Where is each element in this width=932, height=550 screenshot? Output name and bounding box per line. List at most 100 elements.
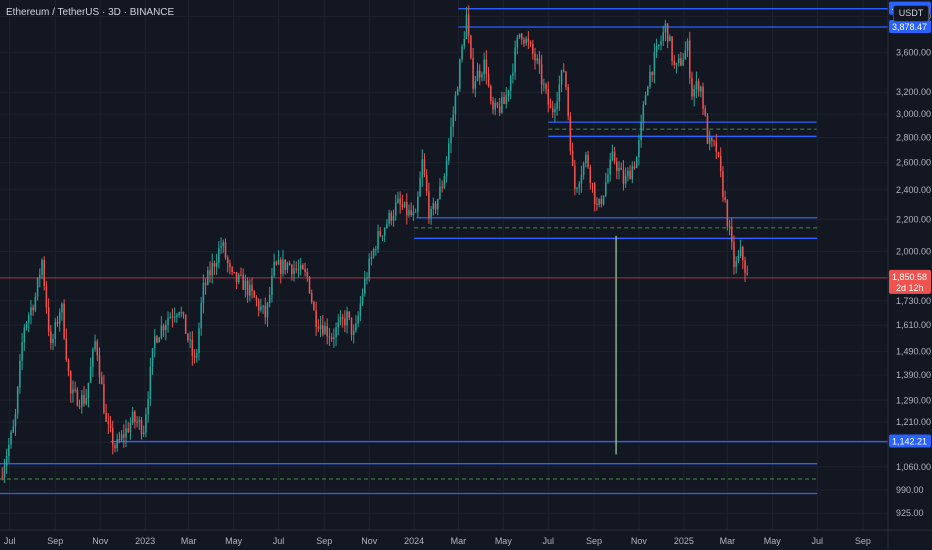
- candle-body: [483, 59, 485, 75]
- candle-body: [602, 195, 605, 205]
- candle-body: [476, 70, 479, 82]
- x-tick-label: Jul: [811, 536, 823, 546]
- candle-body: [306, 272, 309, 277]
- candle-body: [410, 210, 412, 216]
- candle-body: [445, 160, 448, 177]
- candle-body: [105, 412, 107, 422]
- candle-body: [45, 286, 48, 308]
- candle-body: [532, 43, 534, 54]
- level-label: 1,142.21: [892, 437, 927, 447]
- candle-body: [76, 389, 79, 406]
- candle-body: [646, 86, 649, 96]
- candle-body: [246, 280, 249, 296]
- candle-body: [127, 428, 129, 432]
- candle-body: [655, 45, 658, 53]
- candle-body: [459, 59, 461, 90]
- candle-body: [156, 336, 158, 343]
- candle-body: [443, 176, 446, 189]
- candle-body: [658, 44, 660, 46]
- y-tick-label: 3,200.00: [896, 87, 931, 97]
- candle-body: [560, 70, 563, 85]
- candle-body: [434, 203, 437, 210]
- currency-button[interactable]: USDT: [893, 5, 929, 22]
- candle-body: [333, 337, 335, 339]
- candle-body: [556, 101, 558, 109]
- candle-body: [204, 282, 207, 285]
- candle-body: [501, 97, 503, 113]
- candle-body: [165, 324, 167, 331]
- candle-body: [737, 255, 740, 262]
- axis-labels: 925.00990.001,060.001,140.001,210.001,29…: [4, 1, 931, 546]
- y-tick-label: 2,600.00: [896, 158, 931, 168]
- candle-body: [529, 42, 532, 44]
- candle-body: [498, 106, 501, 113]
- candle-body: [94, 341, 96, 350]
- candle-body: [633, 166, 636, 168]
- candle-body: [611, 151, 614, 160]
- candle-body: [423, 159, 426, 176]
- candle-body: [21, 342, 23, 361]
- candle-body: [527, 38, 530, 43]
- support-resistance-lines[interactable]: [0, 8, 888, 495]
- candle-body: [266, 303, 269, 318]
- current-price-label: 1,850.58: [892, 272, 927, 282]
- candle-body: [487, 74, 490, 86]
- candle-body: [140, 419, 143, 435]
- candle-body: [348, 311, 351, 318]
- candle-body: [545, 84, 547, 90]
- candle-body: [388, 212, 390, 224]
- candle-body: [739, 247, 742, 256]
- candle-body: [116, 439, 118, 449]
- candle-body: [432, 203, 435, 210]
- candle-body: [591, 183, 594, 185]
- candle-body: [222, 242, 225, 247]
- candle-body: [16, 387, 19, 414]
- candle-body: [565, 71, 567, 88]
- candle-body: [229, 263, 231, 268]
- candle-body: [58, 312, 61, 324]
- candle-body: [596, 203, 598, 205]
- candle-body: [286, 262, 289, 270]
- candle-body: [733, 242, 735, 267]
- level-label: 3,878.47: [892, 22, 927, 32]
- candle-body: [32, 307, 34, 311]
- candle-body: [631, 166, 634, 180]
- candle-body: [536, 58, 538, 61]
- candle-body: [576, 188, 578, 190]
- candle-body: [202, 282, 205, 304]
- candle-body: [308, 276, 311, 294]
- candle-body: [34, 296, 37, 311]
- candle-body: [375, 249, 377, 251]
- candle-body: [403, 201, 406, 208]
- candle-body: [142, 432, 145, 435]
- candle-body: [100, 376, 103, 385]
- candle-body: [240, 274, 242, 276]
- candle-body: [421, 159, 424, 179]
- x-tick-label: Mar: [181, 536, 197, 546]
- candle-body: [474, 81, 477, 89]
- candle-body: [67, 359, 70, 372]
- candle-body: [47, 307, 50, 332]
- candle-body: [182, 312, 185, 315]
- candle-body: [649, 71, 651, 87]
- candle-body: [260, 306, 262, 310]
- x-tick-label: Jul: [4, 536, 16, 546]
- candle-body: [288, 262, 291, 266]
- candle-body: [554, 108, 556, 113]
- candle-body: [271, 275, 273, 296]
- candle-body: [441, 186, 443, 189]
- candle-body: [328, 336, 331, 338]
- candle-body: [742, 247, 744, 261]
- level-label-box: [889, 434, 931, 448]
- candle-body: [516, 37, 519, 48]
- candle-body: [722, 170, 724, 198]
- candle-body: [618, 167, 620, 172]
- candle-body: [279, 259, 282, 274]
- candle-body: [315, 310, 317, 328]
- countdown-label: 2d 12h: [896, 283, 924, 293]
- candle-body: [381, 235, 384, 237]
- candle-body: [664, 23, 667, 33]
- candle-body: [211, 263, 214, 276]
- candle-body: [39, 275, 41, 278]
